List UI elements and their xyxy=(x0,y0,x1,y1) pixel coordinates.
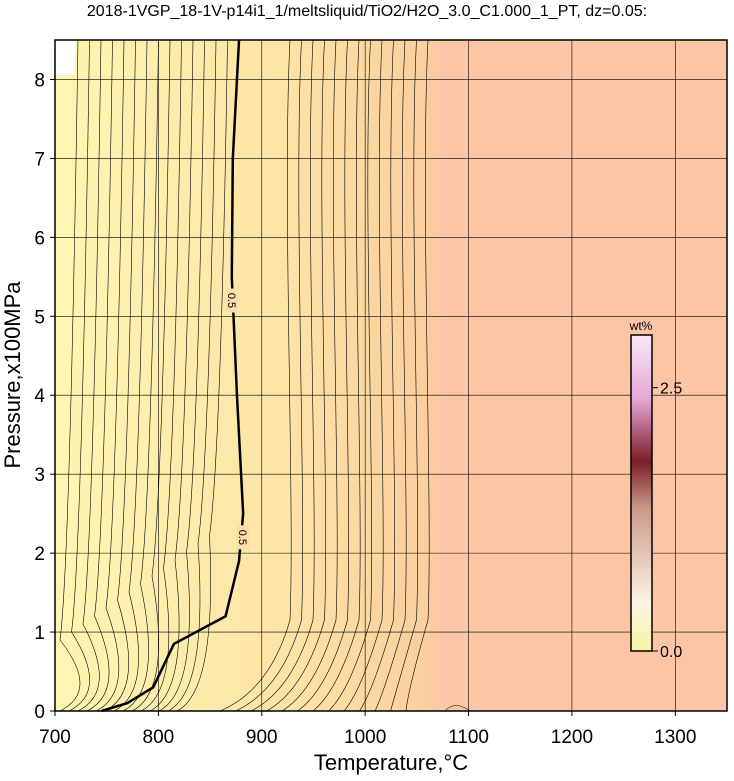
contour-label-bg xyxy=(237,525,250,550)
thin-contour xyxy=(167,39,217,712)
thin-contour xyxy=(131,39,171,712)
thin-contour xyxy=(281,39,338,712)
chart-title: 2018-1VGP_18-1V-p14i1_1/meltsliquid/TiO2… xyxy=(87,3,647,20)
y-tick-label: 4 xyxy=(34,386,45,407)
thin-contour xyxy=(312,39,361,712)
y-tick-label: 2 xyxy=(34,544,45,565)
colorbar-tick-label: 0.0 xyxy=(660,644,682,661)
x-tick-label: 1200 xyxy=(551,727,593,748)
y-tick-label: 8 xyxy=(34,70,45,91)
blank-region xyxy=(55,40,75,75)
thin-contour xyxy=(266,39,326,712)
thin-contour xyxy=(374,39,407,712)
marks: 0.5 0.5 xyxy=(101,39,250,713)
thin-contour xyxy=(104,39,136,712)
thin-contour xyxy=(59,39,81,712)
colorbar xyxy=(630,334,653,652)
thin-contour xyxy=(95,39,125,712)
contour-line xyxy=(101,39,245,713)
x-tick-label: 1000 xyxy=(344,727,386,748)
contour-label: 0.5 xyxy=(225,293,237,308)
x-tick-label: 1100 xyxy=(448,727,489,748)
y-tick-label: 1 xyxy=(34,623,45,644)
thin-contours xyxy=(59,39,471,712)
thin-contour xyxy=(359,39,395,712)
x-tick-label: 1300 xyxy=(654,727,696,748)
thin-contour xyxy=(122,39,159,712)
thin-contour xyxy=(343,39,384,712)
plot-frame xyxy=(54,39,728,712)
thin-contour xyxy=(149,39,194,712)
colorbar-tick-label: 2.5 xyxy=(660,381,682,398)
thin-contour xyxy=(68,39,90,712)
thin-contour xyxy=(158,39,205,712)
thin-contour xyxy=(176,39,228,712)
contour-label-bg xyxy=(225,288,238,313)
y-tick-label: 6 xyxy=(34,228,45,249)
y-tick-label: 7 xyxy=(34,149,45,170)
contour-label: 0.5 xyxy=(236,530,248,545)
x-tick-label: 800 xyxy=(143,727,175,748)
colorbar-label: wt% xyxy=(629,319,653,333)
y-tick-label: 0 xyxy=(34,702,45,723)
thin-contour xyxy=(235,39,303,712)
y-tick-label: 5 xyxy=(34,307,45,328)
thin-contour xyxy=(140,39,182,712)
thin-contour xyxy=(390,39,418,712)
thin-contour xyxy=(444,705,471,712)
y-tick-label: 3 xyxy=(34,465,45,486)
thin-contour xyxy=(297,39,349,712)
thin-contour xyxy=(77,39,102,712)
thin-contour xyxy=(405,39,430,712)
thin-contour xyxy=(113,39,148,712)
y-axis-label: Pressure,x100MPa xyxy=(0,281,25,469)
thin-contour xyxy=(328,39,372,712)
x-tick-label: 900 xyxy=(246,727,278,748)
x-axis-label: Temperature,°C xyxy=(314,750,468,775)
thin-contour xyxy=(86,39,113,712)
x-tick-label: 700 xyxy=(39,727,71,748)
thin-contour xyxy=(250,39,315,712)
